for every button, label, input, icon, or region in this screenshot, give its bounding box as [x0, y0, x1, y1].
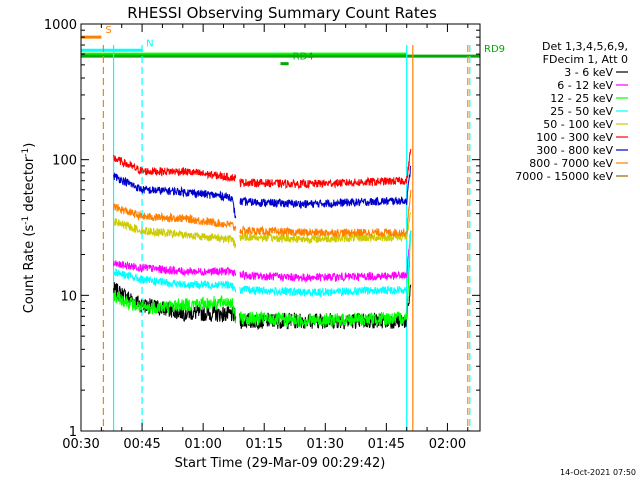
flag-label: N: [146, 38, 153, 49]
y-tick-label: 1: [69, 425, 77, 440]
legend: Det 1,3,4,5,6,9,FDecim 1, Att 03 - 6 keV…: [515, 40, 628, 183]
flag-label: S: [105, 25, 111, 36]
legend-header: FDecim 1, Att 0: [543, 53, 628, 66]
x-tick-label: 02:00: [429, 437, 466, 452]
x-tick-label: 01:00: [184, 437, 221, 452]
legend-label: 300 - 800 keV: [536, 144, 613, 157]
footer-date: 14-Oct-2021 07:50: [560, 468, 636, 477]
series-line: [239, 189, 412, 239]
x-axis: 00:30 00:45 01:00 01:15 01:30 01:45 02:00: [62, 24, 469, 452]
series-line: [239, 230, 412, 329]
chart-title: RHESSI Observing Summary Count Rates: [127, 4, 437, 22]
y-axis-label: Count Rate (s-1 detector-1): [21, 143, 37, 314]
legend-label: 7000 - 15000 keV: [515, 170, 613, 183]
x-tick-label: 01:45: [368, 437, 405, 452]
legend-label: 3 - 6 keV: [564, 66, 613, 79]
series-line: [113, 203, 237, 232]
y-tick-label: 100: [52, 154, 77, 169]
flag-label: RD4: [293, 52, 314, 63]
series-line: [113, 218, 237, 249]
y-tick-label: 10: [60, 289, 77, 304]
series-line: [113, 172, 237, 219]
legend-label: 50 - 100 keV: [543, 118, 613, 131]
series-line: [239, 148, 412, 190]
x-tick-label: 01:30: [307, 437, 344, 452]
series-line: [113, 268, 237, 293]
flag-label: RD9: [484, 44, 505, 55]
y-tick-label: 1000: [44, 18, 77, 33]
flag-bars: S N RD9 RD4: [81, 25, 505, 66]
plot-frame: [80, 23, 481, 432]
x-tick-label: 00:30: [62, 437, 99, 452]
legend-header: Det 1,3,4,5,6,9,: [542, 40, 628, 53]
series-line: [239, 230, 412, 298]
series-line: [239, 165, 412, 210]
x-axis-label: Start Time (29-Mar-09 00:29:42): [175, 456, 386, 471]
series-line: [239, 211, 412, 245]
x-tick-label: 01:15: [245, 437, 282, 452]
legend-label: 6 - 12 keV: [557, 79, 613, 92]
legend-label: 800 - 7000 keV: [529, 157, 613, 170]
legend-label: 100 - 300 keV: [536, 131, 613, 144]
series-line: [113, 260, 237, 277]
series-line: [239, 230, 412, 284]
y-axis: 1 10 100 1000: [44, 18, 480, 440]
x-tick-label: 00:45: [123, 437, 160, 452]
series-line: [113, 154, 237, 182]
legend-label: 25 - 50 keV: [550, 105, 613, 118]
series-group: [113, 148, 412, 331]
series-line: [113, 290, 237, 324]
legend-label: 12 - 25 keV: [550, 92, 613, 105]
